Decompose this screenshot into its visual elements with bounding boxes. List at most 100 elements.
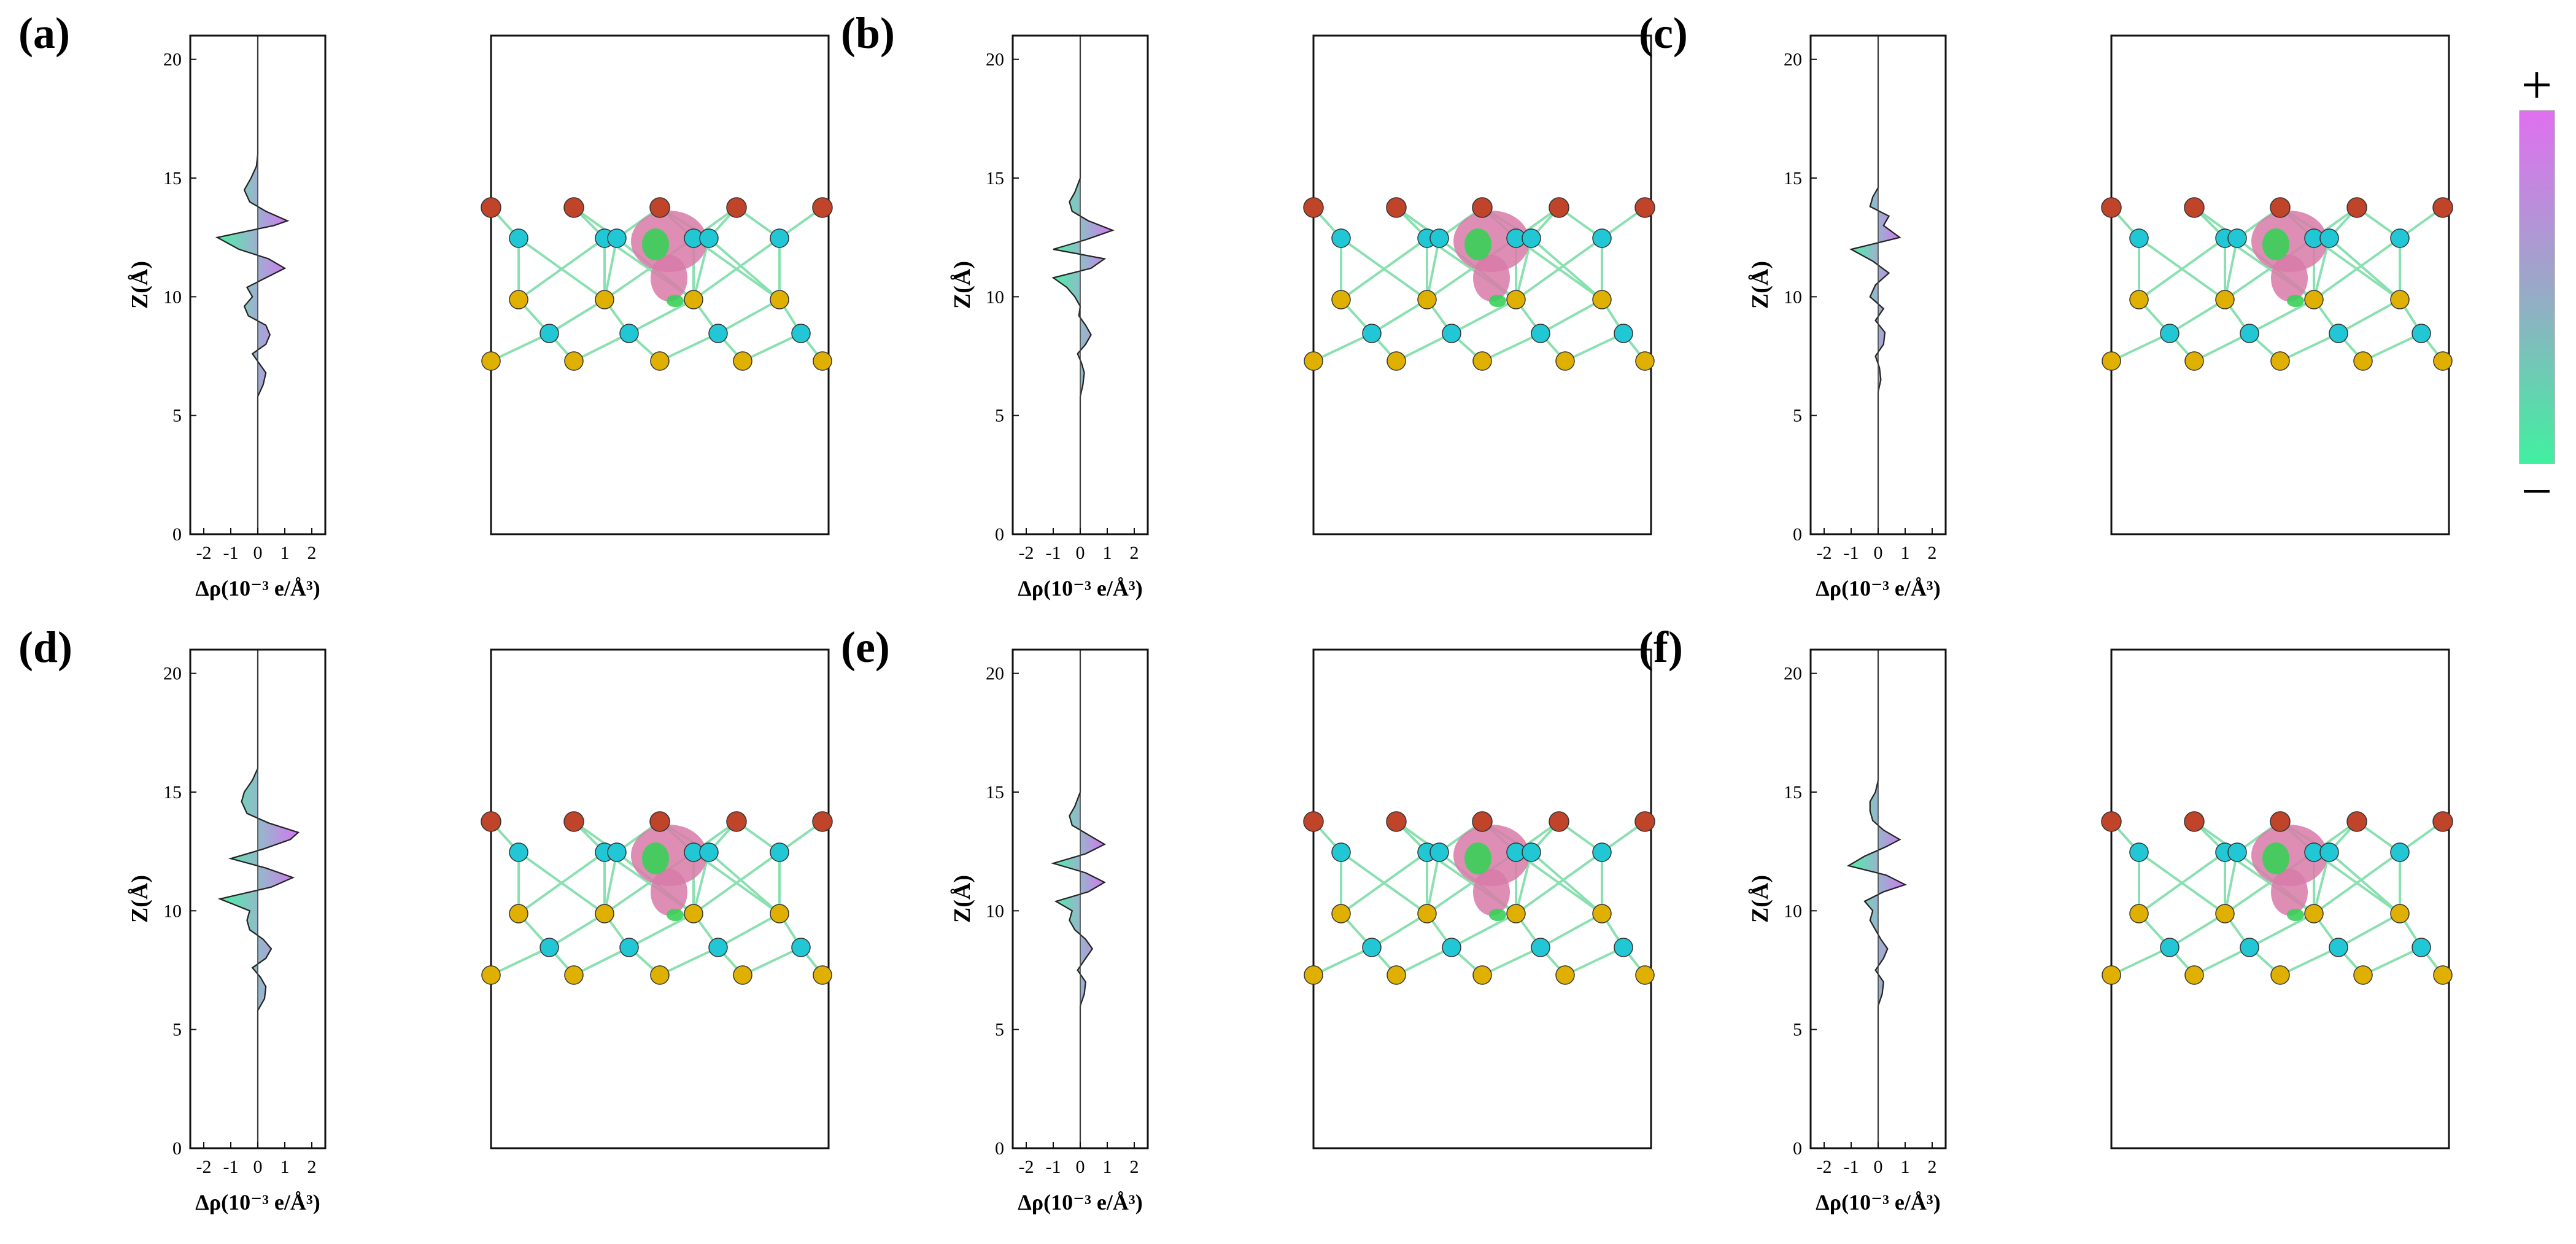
y-tick-label: 15 [986,782,1004,803]
atom-cyan [2412,324,2431,343]
colorbar: + − [2519,55,2555,522]
bond [2362,946,2422,976]
delta-rho-area [220,650,298,1148]
x-tick-label: 2 [1928,543,1937,563]
atom-red [1386,197,1407,218]
atom-cyan [2129,842,2149,862]
bond [2138,851,2226,915]
delta-rho-line [1051,650,1106,1148]
delta-rho-area [1848,650,1905,1148]
bond [742,332,802,362]
x-axis-label: Δρ(10⁻³ e/Å³) [1018,576,1142,601]
atom-cyan [619,938,639,957]
atom-yellow [684,904,703,923]
bond [717,298,780,335]
atom-cyan [2329,324,2348,343]
isosurface-positive [2271,255,2308,301]
atom-yellow [1304,351,1323,371]
atom-cyan [708,938,728,957]
atom-yellow [770,290,789,309]
structure-panel [2101,648,2453,1149]
isosurface-negative [2262,842,2289,874]
atom-yellow [2304,904,2324,923]
atom-red [812,197,833,218]
bond [1530,851,1603,915]
atom-cyan [770,228,789,248]
delta-rho-line [215,36,290,534]
x-tick-label: 1 [280,543,290,563]
atom-yellow [564,351,584,371]
atom-yellow [1592,290,1612,309]
x-tick-label: 1 [1103,543,1112,563]
y-tick-label: 15 [1784,168,1802,189]
bond [1540,912,1603,949]
atom-yellow [1555,351,1575,371]
bond [692,238,710,300]
bond [2168,912,2226,949]
atom-cyan [1331,228,1351,248]
atom-yellow [595,290,614,309]
atom-cyan [1429,228,1449,248]
atom-red [1472,811,1493,832]
structure-panel [481,34,833,535]
y-tick-label: 10 [1784,287,1802,307]
atom-yellow [1472,965,1492,985]
bond [692,237,781,301]
y-tick-label: 0 [1793,1138,1802,1159]
bond [1515,851,1603,915]
atom-cyan [1442,324,1461,343]
atom-yellow [813,351,832,371]
atom-cyan [2240,938,2259,957]
isosurface-negative [2287,909,2304,921]
x-tick-label: -2 [1817,543,1832,563]
y-axis-label: Z(Å) [127,875,153,923]
atom-yellow [1331,290,1351,309]
x-tick-label: 0 [1076,1157,1085,1177]
y-tick-label: 5 [995,406,1004,426]
bond [2138,237,2226,301]
panel-label: (d) [18,623,72,672]
bond [1451,298,1517,335]
x-tick-label: 2 [307,543,317,563]
x-tick-label: 1 [1103,1157,1112,1177]
atom-cyan [791,938,811,957]
x-tick-label: -2 [196,543,212,563]
atom-red [2270,197,2291,218]
bond [692,852,710,914]
y-tick-label: 5 [1793,406,1802,426]
atom-yellow [2102,351,2121,371]
atom-cyan [2227,228,2247,248]
atom-cyan [791,324,811,343]
bond [2313,238,2330,300]
isosurface-positive [2271,869,2308,916]
atom-cyan [2319,228,2339,248]
y-tick-label: 10 [986,901,1004,921]
panel-label: (c) [1639,9,1688,58]
atom-yellow [733,965,752,985]
atom-cyan [1522,842,1541,862]
y-tick-label: 0 [1793,524,1802,545]
atom-red [2346,811,2367,832]
atom-cyan [1331,842,1351,862]
atom-yellow [2304,290,2324,309]
atom-yellow [1592,904,1612,923]
bond [1482,332,1541,362]
atom-red [2270,811,2291,832]
bond [2338,912,2400,949]
structure-panel [481,648,833,1149]
bond [708,851,781,915]
atom-yellow [509,290,528,309]
x-tick-label: -2 [1817,1157,1832,1177]
delta-rho-line [1051,36,1115,534]
bond [548,912,606,949]
x-tick-label: 0 [1874,543,1883,563]
isosurface-negative [2262,228,2289,260]
atom-red [1634,197,1655,218]
atom-red [1303,197,1324,218]
bond [2313,237,2401,301]
x-tick-label: 1 [1901,543,1910,563]
atom-yellow [1635,351,1655,371]
bond [1340,237,1428,301]
